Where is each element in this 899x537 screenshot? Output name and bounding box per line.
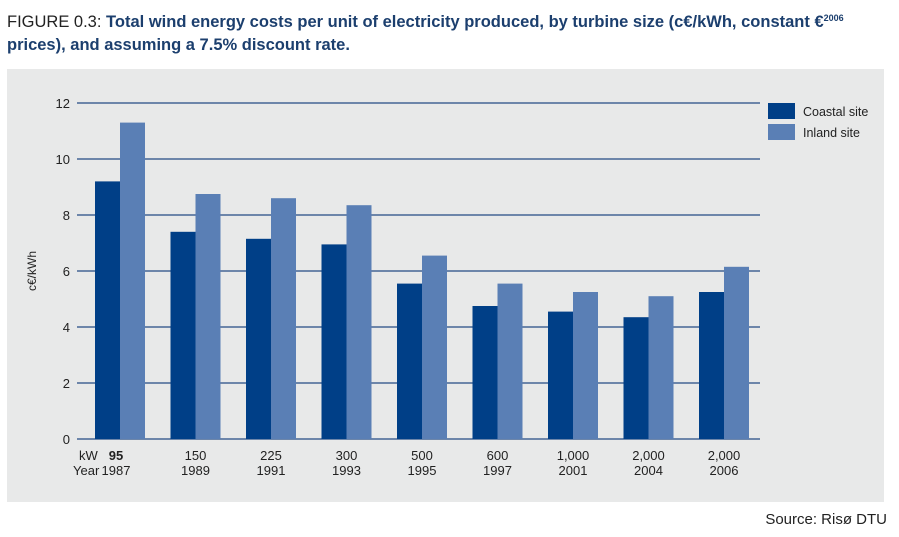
x-tick-label-year: 1995 — [408, 463, 437, 478]
figure-title-text-1: Total wind energy costs per unit of elec… — [106, 13, 824, 31]
y-axis-label: c€/kWh — [25, 251, 39, 291]
x-tick-label-kw: 1,000 — [557, 448, 590, 463]
bar-inland — [573, 292, 598, 439]
x-tick-label-kw: 95 — [109, 448, 123, 463]
bar-coastal — [246, 238, 271, 439]
y-tick-label: 4 — [63, 320, 70, 335]
bar-coastal — [95, 181, 120, 439]
y-tick-label: 12 — [56, 96, 70, 111]
y-tick-label: 8 — [63, 208, 70, 223]
x-tick-label-kw: 500 — [411, 448, 433, 463]
bar-inland — [497, 283, 523, 439]
x-tick-label-year: 1993 — [332, 463, 361, 478]
bar-coastal — [321, 244, 347, 439]
x-tick-label-year: 2004 — [634, 463, 663, 478]
x-tick-label-kw: 225 — [260, 448, 282, 463]
legend-swatch — [768, 103, 795, 119]
legend-swatch — [768, 124, 795, 140]
bar-inland — [724, 266, 749, 439]
legend-label: Inland site — [803, 126, 860, 140]
y-tick-label: 6 — [63, 264, 70, 279]
source-note: Source: Risø DTU — [765, 511, 887, 528]
figure-title-superscript: 2006 — [823, 13, 844, 23]
bar-coastal — [472, 306, 498, 439]
bar-coastal — [397, 283, 422, 439]
x-row-label-year: Year — [73, 463, 100, 478]
x-tick-label-kw: 2,000 — [708, 448, 741, 463]
figure-label: FIGURE 0.3: — [7, 13, 102, 31]
bar-inland — [346, 205, 372, 439]
figure-title-text-2: prices), and assuming a 7.5% discount ra… — [7, 36, 350, 54]
x-tick-label-kw: 2,000 — [632, 448, 665, 463]
bar-inland — [120, 122, 145, 439]
bar-inland — [195, 194, 221, 439]
x-tick-label-kw: 150 — [185, 448, 207, 463]
x-tick-label-kw: 300 — [336, 448, 358, 463]
x-tick-label-year: 1987 — [102, 463, 131, 478]
y-tick-label: 2 — [63, 376, 70, 391]
figure-title: FIGURE 0.3: Total wind energy costs per … — [7, 7, 897, 57]
bar-inland — [648, 296, 674, 439]
x-tick-label-kw: 600 — [487, 448, 509, 463]
y-tick-label: 10 — [56, 152, 70, 167]
bar-inland — [422, 255, 447, 439]
x-row-label-kw: kW — [79, 448, 99, 463]
x-tick-label-year: 1997 — [483, 463, 512, 478]
legend-label: Coastal site — [803, 105, 868, 119]
x-tick-label-year: 1991 — [257, 463, 286, 478]
bar-coastal — [623, 317, 649, 439]
x-tick-label-year: 2006 — [710, 463, 739, 478]
bar-coastal — [548, 311, 573, 439]
x-tick-label-year: 1989 — [181, 463, 210, 478]
y-tick-label: 0 — [63, 432, 70, 447]
x-tick-label-year: 2001 — [559, 463, 588, 478]
bar-coastal — [699, 292, 724, 439]
bar-coastal — [170, 231, 196, 439]
bar-inland — [271, 198, 296, 439]
